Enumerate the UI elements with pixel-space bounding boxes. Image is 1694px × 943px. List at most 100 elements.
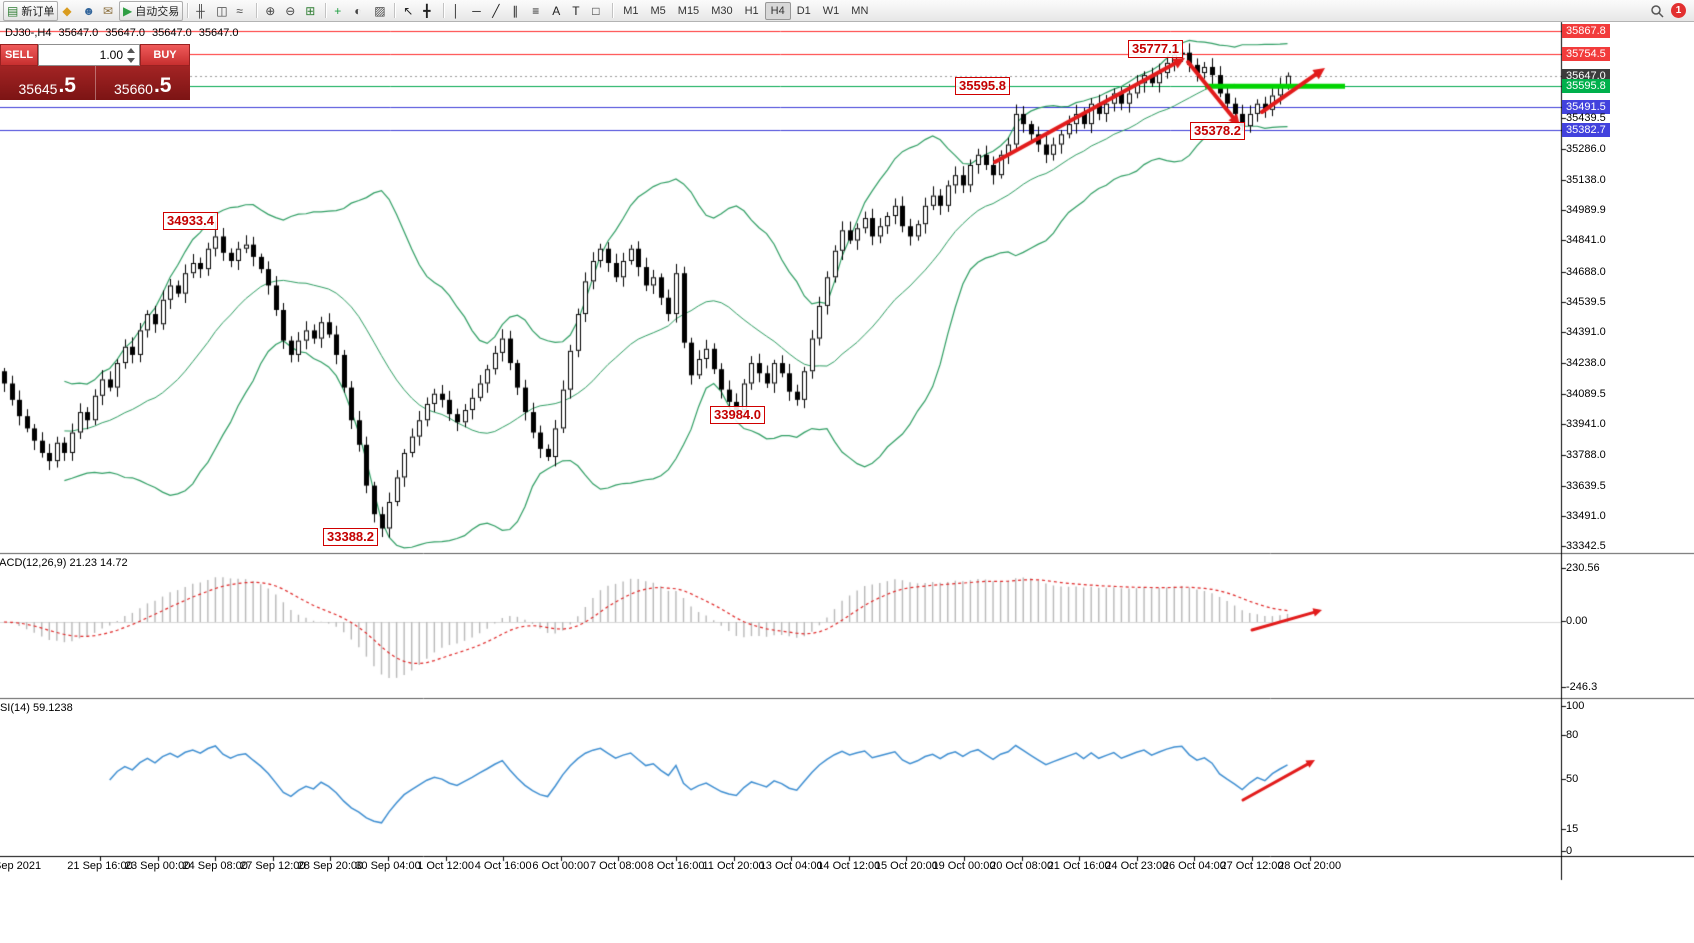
- timeframe-h1-button[interactable]: H1: [739, 2, 765, 20]
- chart-candles-button[interactable]: ◫: [212, 1, 232, 21]
- chat-button[interactable]: ✉: [99, 1, 119, 21]
- macd-scale-label: 230.56: [1566, 562, 1600, 574]
- periods-button[interactable]: ◐: [350, 1, 370, 21]
- zoom-in-button[interactable]: ⊕: [261, 1, 281, 21]
- profile-button[interactable]: ☻: [78, 1, 99, 21]
- price-annotation[interactable]: 35378.2: [1190, 121, 1245, 140]
- price-annotation[interactable]: 34933.4: [163, 212, 218, 231]
- price-scale-label: 34089.5: [1566, 387, 1606, 400]
- indicators-icon: +: [334, 3, 342, 18]
- crosshair-button[interactable]: ╋: [419, 1, 439, 21]
- shapes-button[interactable]: □: [588, 1, 608, 21]
- timeframe-m30-button[interactable]: M30: [705, 2, 738, 20]
- cursor-button[interactable]: ↖: [399, 1, 419, 21]
- timeframe-d1-button[interactable]: D1: [791, 2, 817, 20]
- chat-icon: ✉: [102, 3, 114, 18]
- price-annotation[interactable]: 33984.0: [710, 406, 765, 425]
- volume-up-icon[interactable]: [127, 48, 135, 53]
- chart-bars-icon: ╫: [196, 3, 205, 18]
- time-axis-label: 14 Oct 12:00: [817, 860, 881, 872]
- horizontal-line-button[interactable]: ─: [468, 1, 488, 21]
- price-scale-label: 35382.7: [1562, 122, 1610, 137]
- price-scale-label: 33639.5: [1566, 479, 1606, 492]
- time-axis-label: 21 Sep 16:00: [67, 860, 133, 872]
- price-scale-label: 33342.5: [1566, 540, 1606, 553]
- time-axis-label: 13 Oct 04:00: [759, 860, 823, 872]
- autotrade-button[interactable]: ▶ 自动交易: [118, 0, 184, 21]
- label-button[interactable]: T: [568, 1, 588, 21]
- volume-value: 1.00: [99, 48, 123, 62]
- price-scale-label: 35595.8: [1562, 79, 1610, 94]
- tile-windows-button[interactable]: ⊞: [301, 1, 321, 21]
- notification-badge[interactable]: 1: [1671, 3, 1686, 18]
- price-scale-label: 35286.0: [1566, 143, 1606, 156]
- vertical-line-button[interactable]: │: [448, 1, 468, 21]
- chart-bars-button[interactable]: ╫: [192, 1, 212, 21]
- toolbar: ▤ 新订单 ◆ ☻ ✉ ▶ 自动交易 ╫ ◫ ≈ ⊕ ⊖ ⊞ + ◐ ▨ ↖ ╋ │ ─ ╱ ∥ ≡ A T □ M1 M5 M15 M…: [0, 0, 1694, 22]
- volume-spinner[interactable]: [127, 48, 137, 63]
- time-axis-label: 27 Oct 12:00: [1220, 860, 1284, 872]
- toolbar-separator: [325, 3, 327, 18]
- price-scale-label: 35754.5: [1562, 46, 1610, 61]
- timeframe-m1-button[interactable]: M1: [617, 2, 644, 20]
- market-watch-button[interactable]: ◆: [58, 1, 78, 21]
- price-scale-label: 34688.0: [1566, 265, 1606, 278]
- time-axis-label: 19 Oct 00:00: [932, 860, 996, 872]
- time-axis-label: 28 Oct 20:00: [1278, 860, 1342, 872]
- timeframe-mn-button[interactable]: MN: [845, 2, 874, 20]
- price-scale-label: 35439.5: [1566, 112, 1606, 125]
- timeframe-h4-button[interactable]: H4: [764, 1, 791, 20]
- channel-button[interactable]: ∥: [508, 1, 528, 21]
- time-axis-label: 7 Oct 08:00: [589, 860, 647, 872]
- buy-button[interactable]: BUY: [140, 44, 190, 66]
- price-scale-label: 33491.0: [1566, 510, 1606, 523]
- zoom-out-icon: ⊖: [285, 3, 296, 18]
- new-order-button[interactable]: ▤ 新订单: [3, 0, 59, 21]
- price-scale[interactable]: 35867.8 35754.5 35647.0 35595.8 35491.5 35439…: [1562, 0, 1694, 943]
- search-icon[interactable]: [1650, 4, 1664, 18]
- price-annotation[interactable]: 35777.1: [1128, 40, 1183, 59]
- crosshair-icon: ╋: [423, 3, 431, 18]
- timeframe-m15-button[interactable]: M15: [672, 2, 705, 20]
- price-annotation[interactable]: 33388.2: [323, 528, 378, 547]
- zoom-out-button[interactable]: ⊖: [281, 1, 301, 21]
- price-scale-label: 34539.5: [1566, 295, 1606, 308]
- chart-line-button[interactable]: ≈: [232, 1, 252, 21]
- timeframe-m5-button[interactable]: M5: [645, 2, 672, 20]
- rsi-scale-label: 15: [1566, 823, 1579, 836]
- chart-low-value: 35647.0: [152, 27, 192, 39]
- rsi-scale-label: 0: [1566, 845, 1573, 857]
- timeframe-group: M1 M5 M15 M30 H1 H4 D1 W1 MN: [617, 1, 874, 20]
- price-scale-label: 35138.0: [1566, 173, 1606, 186]
- price-annotation[interactable]: 35595.8: [955, 77, 1010, 96]
- text-button[interactable]: A: [548, 1, 568, 21]
- volume-down-icon[interactable]: [127, 58, 135, 63]
- chart-candles-icon: ◫: [216, 3, 228, 18]
- sell-price: 35645.5: [0, 66, 96, 100]
- toolbar-right: 1: [1650, 3, 1691, 18]
- macd-indicator-label: MACD(12,26,9) 21.23 14.72: [0, 557, 128, 569]
- fibonacci-button[interactable]: ≡: [528, 1, 548, 21]
- sell-button[interactable]: SELL: [0, 44, 38, 66]
- templates-button[interactable]: ▨: [370, 1, 390, 21]
- horizontal-line-icon: ─: [472, 3, 481, 18]
- templates-icon: ▨: [374, 3, 386, 18]
- volume-field[interactable]: 1.00: [38, 44, 140, 66]
- price-scale-label: 35491.5: [1562, 100, 1610, 115]
- toolbar-separator: [256, 3, 258, 18]
- indicators-button[interactable]: +: [330, 1, 350, 21]
- chart-line-icon: ≈: [236, 3, 243, 18]
- time-axis-label: 30 Sep 04:00: [355, 860, 421, 872]
- sell-price-main: 35645: [18, 81, 58, 97]
- trendline-button[interactable]: ╱: [488, 1, 508, 21]
- shapes-icon: □: [592, 3, 600, 18]
- time-axis-label: 24 Sep 08:00: [182, 860, 248, 872]
- chart-close-value: 35647.0: [198, 27, 239, 39]
- chart-title: DJ30-,H4 35647.0 35647.0 35647.0 35647.0: [5, 27, 239, 39]
- timeframe-w1-button[interactable]: W1: [817, 2, 846, 20]
- rsi-scale-label: 100: [1566, 700, 1585, 712]
- price-scale-label: 33788.0: [1566, 449, 1606, 462]
- time-axis-label: 24 Oct 23:00: [1105, 860, 1169, 872]
